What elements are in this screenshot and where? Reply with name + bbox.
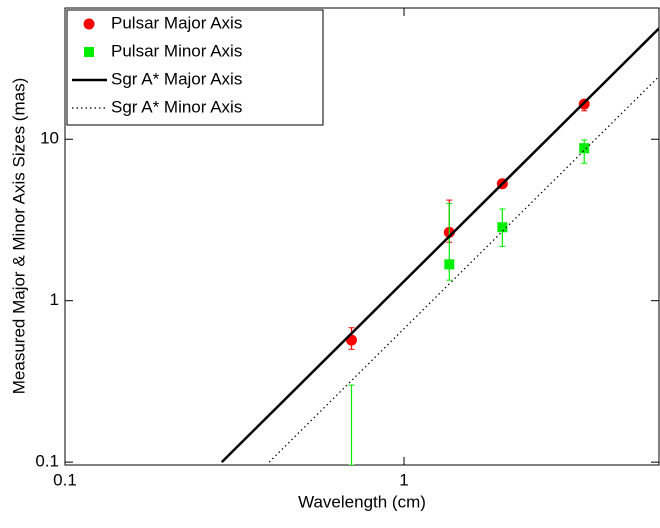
plot-frame (64, 7, 660, 466)
legend-marker (83, 18, 95, 30)
y-axis-label: Measured Major & Minor Axis Sizes (mas) (9, 78, 28, 394)
legend-marker (84, 47, 94, 57)
x-tick-label: 0.1 (53, 470, 77, 489)
x-tick-label: 1 (399, 470, 408, 489)
y-tick-label: 0.1 (35, 452, 59, 471)
y-tick-label: 1 (50, 290, 59, 309)
point (497, 222, 508, 233)
y-tick-label: 10 (40, 129, 59, 148)
legend-box (66, 9, 324, 126)
point (444, 259, 455, 270)
line (268, 75, 659, 463)
legend-label: Pulsar Major Axis (111, 13, 242, 32)
line (220, 27, 659, 464)
legend-label: Sgr A* Minor Axis (111, 97, 242, 116)
legend-label: Pulsar Minor Axis (111, 41, 242, 60)
x-axis-label: Wavelength (cm) (298, 492, 426, 511)
legend-label: Sgr A* Major Axis (111, 69, 242, 88)
point (579, 143, 590, 154)
